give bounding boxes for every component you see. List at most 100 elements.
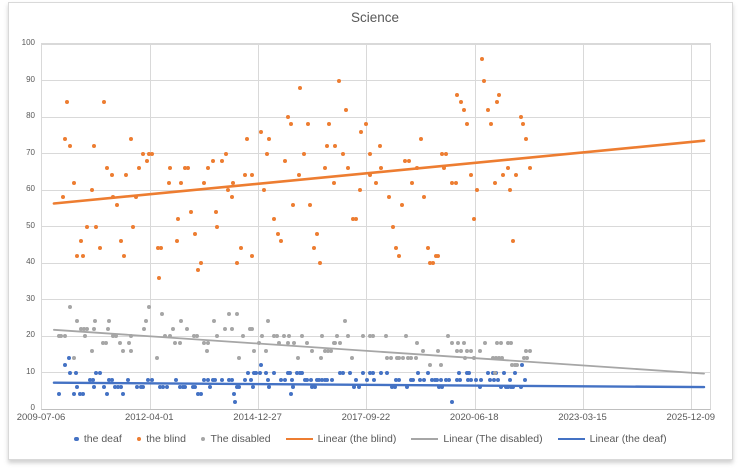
scatter-point [507,377,512,382]
scatter-point [100,341,105,346]
scatter-point [121,348,126,353]
scatter-point [111,195,116,200]
scatter-point [87,377,92,382]
scatter-point [515,363,520,368]
scatter-point [202,341,207,346]
scatter-point [378,166,383,171]
legend-item-the-disabled[interactable]: The disabled [200,433,271,445]
scatter-point [231,392,236,397]
y-axis-label: 40 [26,257,35,266]
scatter-point [425,370,430,375]
scatter-point [161,385,166,390]
scatter-point [510,363,515,368]
scatter-point [439,151,444,156]
scatter-point [250,173,255,178]
scatter-point [459,348,464,353]
chart-container[interactable]: Science 0 10 20 30 40 50 60 70 80 90 100 2009-07-0… [8,2,733,460]
scatter-point [397,355,402,360]
scatter-point [462,107,467,112]
scatter-point [62,334,67,338]
scatter-point [244,136,249,141]
scatter-point [326,122,331,127]
scatter-point [258,363,263,368]
legend-item-linear-the-deaf-[interactable]: Linear (the deaf) [557,433,667,445]
scatter-point [354,377,359,382]
scatter-point [241,334,246,338]
scatter-point [150,377,155,382]
legend-label: The disabled [210,433,271,445]
scatter-point [492,180,497,185]
scatter-point [454,348,459,353]
scatter-point [194,334,199,338]
scatter-point [60,195,65,200]
scatter-point [286,334,291,338]
scatter-point [459,100,464,105]
scatter-point [137,166,142,171]
scatter-point [112,385,117,390]
scatter-point [360,334,365,338]
y-axis-label: 70 [26,147,35,157]
scatter-point [364,377,369,382]
scatter-point [322,377,327,382]
scatter-point [125,377,130,382]
scatter-point [454,377,459,382]
scatter-point [215,224,220,229]
scatter-point [407,158,412,163]
scatter-point [458,377,463,382]
scatter-point [62,363,67,368]
scatter-point [524,348,529,353]
scatter-point [90,377,95,382]
scatter-point [78,326,83,331]
scatter-point [322,166,327,171]
scatter-point [417,377,422,382]
scatter-point [277,341,282,346]
y-axis-label: 80 [26,111,35,120]
scatter-point [422,377,427,382]
scatter-point [371,370,376,375]
v-gridline [475,44,476,409]
scatter-point [429,377,434,382]
scatter-point [332,180,337,185]
scatter-point [294,370,299,375]
scatter-point [344,107,349,112]
scatter-point [91,144,96,149]
scatter-point [265,151,270,156]
scatter-point [72,355,77,360]
scatter-point [113,334,118,338]
scatter-point [135,385,140,390]
scatter-point [430,261,435,265]
scatter-point [482,341,487,346]
scatter-point [186,166,191,171]
scatter-point [68,370,73,375]
scatter-point [62,136,67,141]
scatter-point [138,385,143,390]
scatter-point [159,246,164,251]
scatter-point [104,392,109,397]
scatter-point [486,370,491,375]
legend-line-marker [411,437,439,441]
scatter-point [494,100,499,105]
scatter-point [462,341,467,346]
scatter-point [385,370,390,375]
legend-item-the-deaf[interactable]: the deaf [74,433,122,445]
scatter-point [464,122,469,127]
legend-item-linear-the-disabled-[interactable]: Linear (The disabled) [411,433,543,445]
scatter-point [147,304,152,309]
scatter-point [173,341,178,346]
scatter-point [140,385,145,390]
scatter-point [507,188,512,192]
y-axis-label: 30 [26,293,35,303]
scatter-point [195,392,200,397]
scatter-point [427,261,432,265]
scatter-point [68,304,73,309]
scatter-point [89,188,94,192]
scatter-point [368,173,373,178]
scatter-point [163,334,168,338]
legend-item-linear-the-blind-[interactable]: Linear (the blind) [285,433,396,445]
scatter-point [252,370,257,375]
legend-item-the-blind[interactable]: the blind [136,433,186,445]
scatter-point [111,334,116,338]
scatter-point [164,385,169,390]
v-gridline [366,44,367,409]
scatter-point [289,392,294,397]
